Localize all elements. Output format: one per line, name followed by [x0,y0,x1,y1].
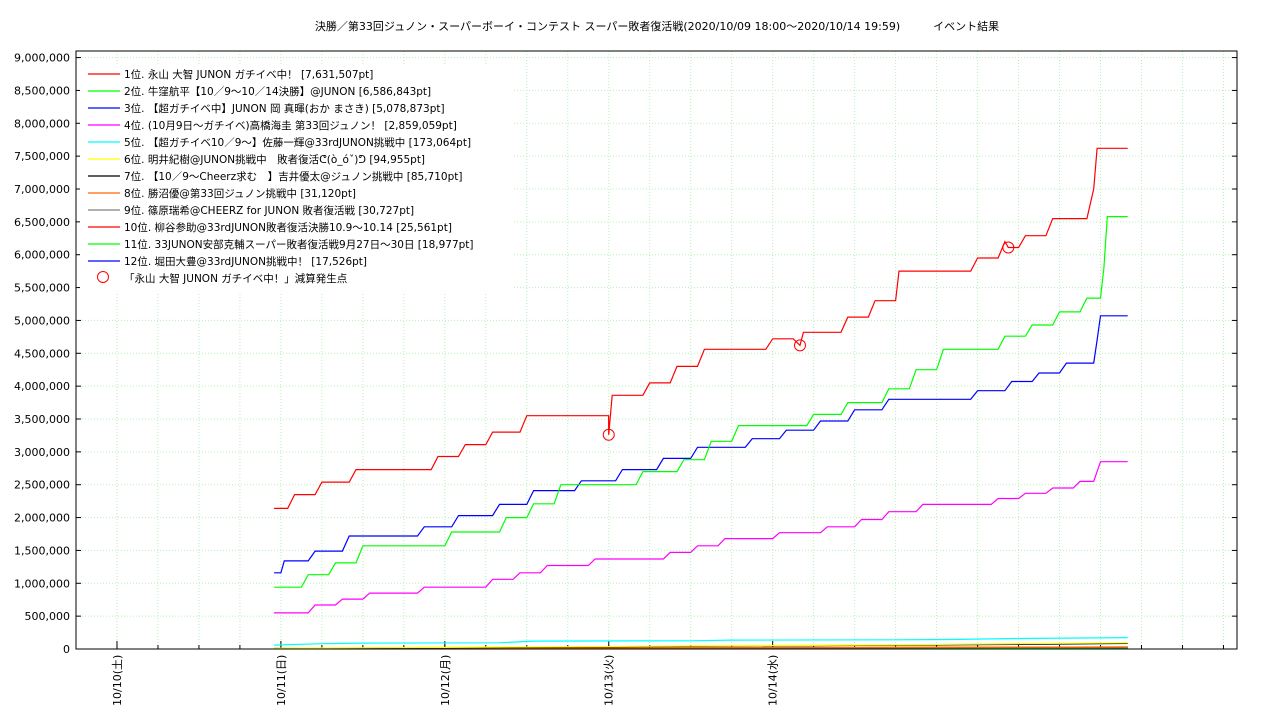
legend-entry: 10位. 柳谷参助@33rdJUNON敗者復活決勝10.9〜10.14 [25,… [124,221,452,234]
y-tick-label: 0 [63,643,70,656]
y-axis: 0 500,000 1,000,000 1,500,000 2,000,000 2,500… [14,52,1237,656]
legend-background [80,64,512,292]
legend-entry: 9位. 篠原瑞希@CHEERZ for JUNON 敗者復活戦 [30,727p… [124,204,414,217]
legend-entry: 5位. 【超ガチイベ10／9〜】佐藤一輝@33rdJUNON挑戦中 [173,0… [124,136,471,149]
y-tick-label: 3,000,000 [14,446,70,459]
y-tick-label: 9,000,000 [14,52,70,65]
series-line [274,637,1128,646]
deduction-marker [1002,241,1015,254]
legend-entry: 11位. 33JUNON安部克輔スーパー敗者復活戦9月27日〜30日 [18,9… [124,238,474,251]
y-tick-label: 7,000,000 [14,183,70,196]
series-line [274,147,1128,509]
legend-entry: 4位. (10月9日〜ガチイベ)高橋海圭 第33回ジュノン！ [2,859,05… [124,119,457,132]
deduction-marker [602,428,615,441]
legend-entry: 1位. 永山 大智 JUNON ガチイベ中！ [7,631,507pt] [124,68,373,81]
y-tick-label: 1,500,000 [14,544,70,557]
y-tick-label: 3,500,000 [14,413,70,426]
legend-entry: 3位. 【超ガチイベ中】JUNON 岡 真暉(おか まさき) [5,078,87… [124,102,445,115]
series-line [274,642,1128,649]
x-tick-label: 10/11(日) [275,655,288,706]
marker-layer [602,241,1015,441]
y-tick-label: 8,000,000 [14,117,70,130]
legend-entry: 7位. 【10／9〜Cheerz求む 】吉井優太@ジュノン挑戦中 [85,710… [124,170,462,183]
x-tick-label: 10/14(水) [767,655,780,706]
series-line [274,461,1128,614]
legend-marker-swatch [97,271,109,283]
series-line [274,315,1128,574]
x-tick-label: 10/12(月) [439,655,452,706]
y-tick-label: 6,500,000 [14,216,70,229]
legend: 1位. 永山 大智 JUNON ガチイベ中！ [7,631,507pt] 2位. … [80,64,512,292]
y-tick-label: 2,000,000 [14,512,70,525]
y-tick-label: 2,500,000 [14,479,70,492]
y-tick-label: 5,500,000 [14,282,70,295]
y-tick-label: 6,000,000 [14,249,70,262]
plot-frame [75,50,1238,650]
y-tick-label: 4,500,000 [14,347,70,360]
series-line [274,216,1128,588]
y-tick-label: 1,000,000 [14,577,70,590]
x-tick-label: 10/13(火) [603,655,616,706]
x-tick-label: 10/10(土) [111,655,124,706]
y-tick-label: 8,500,000 [14,84,70,97]
y-tick-label: 5,000,000 [14,314,70,327]
deduction-marker [793,339,806,352]
legend-entry: 8位. 勝沼優@第33回ジュノン挑戦中 [31,120pt] [124,187,356,200]
x-axis: 10/10(土) 10/11(日) 10/12(月) 10/13(火) 10/14(水) [75,641,1224,706]
chart-title: 決勝／第33回ジュノン・スーパーボーイ・コンテスト スーパー敗者復活戦(2020… [314,20,1000,33]
legend-entry: 2位. 牛窪航平【10／9〜10／14決勝】@JUNON [6,586,843p… [124,85,431,98]
y-tick-label: 4,000,000 [14,380,70,393]
legend-entry: 12位. 堀田大豊@33rdJUNON挑戦中！ [17,526pt] [124,255,367,268]
y-tick-label: 500,000 [25,610,71,623]
y-tick-label: 7,500,000 [14,150,70,163]
legend-marker-entry: 「永山 大智 JUNON ガチイベ中！」減算発生点 [124,272,347,285]
legend-entry: 6位. 明井紀樹@JUNON挑戦中 敗者復活ᕦ(ò_óˇ)ᕤ [94,955pt… [124,153,425,166]
